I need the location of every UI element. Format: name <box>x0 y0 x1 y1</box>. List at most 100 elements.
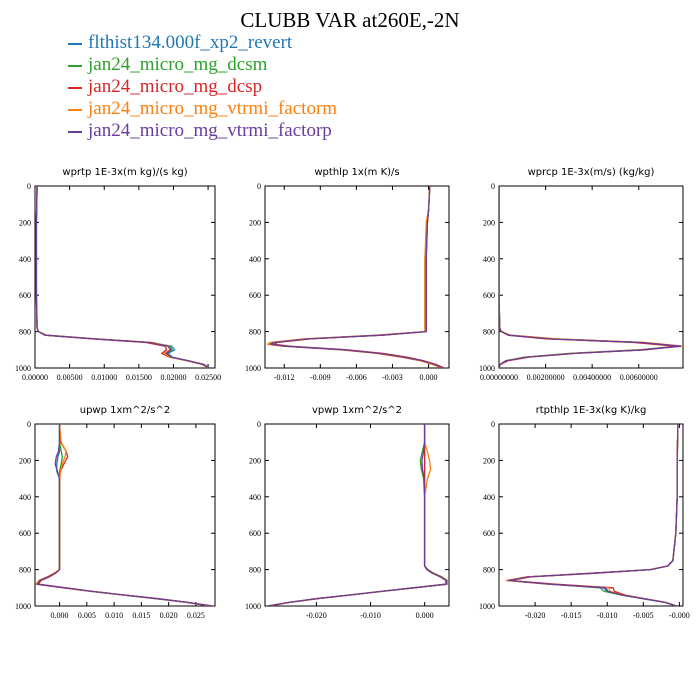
y-tick-label: 800 <box>249 566 261 575</box>
y-tick-label: 600 <box>19 291 31 300</box>
x-tick-label: -0.020 <box>525 611 546 620</box>
x-tick-label: 0.000 <box>420 373 438 382</box>
series-line <box>509 424 679 606</box>
series-line <box>35 424 211 606</box>
x-tick-label: 0.01000 <box>91 373 117 382</box>
x-tick-label: -0.000 <box>669 611 690 620</box>
y-tick-label: 800 <box>483 566 495 575</box>
x-tick-label: 0.000 <box>51 611 69 620</box>
x-tick-label: 0.025 <box>187 611 205 620</box>
panel-title: wprcp 1E-3x(m/s) (kg/kg) <box>528 167 655 178</box>
x-tick-label: 0.00400000 <box>573 373 611 382</box>
y-tick-label: 1000 <box>15 364 31 373</box>
series-line <box>273 186 445 368</box>
legend-line-swatch <box>68 130 82 133</box>
series-line <box>35 424 212 606</box>
series-line <box>268 424 449 606</box>
y-tick-label: 600 <box>483 291 495 300</box>
chart-panel: wprcp 1E-3x(m/s) (kg/kg) 0 200 400 600 800 100… <box>479 167 684 382</box>
series-line <box>35 186 210 368</box>
legend-line-swatch <box>68 42 82 45</box>
x-tick-label: 0.010 <box>105 611 123 620</box>
panel-title: vpwp 1xm^2/s^2 <box>312 405 402 416</box>
x-tick-label: -0.010 <box>360 611 381 620</box>
x-tick-label: -0.009 <box>310 373 331 382</box>
x-tick-label: 0.00000 <box>22 373 48 382</box>
y-tick-label: 800 <box>19 328 31 337</box>
series-line <box>270 186 444 368</box>
x-tick-label: 0.01500 <box>126 373 152 382</box>
y-tick-label: 600 <box>19 529 31 538</box>
x-tick-label: 0.02000 <box>160 373 186 382</box>
legend: flthist134.000f_xp2_revert jan24_micro_m… <box>68 32 337 142</box>
series-line <box>267 424 447 606</box>
legend-label: jan24_micro_mg_vtrmi_factorp <box>88 120 332 141</box>
y-tick-label: 200 <box>249 218 261 227</box>
y-tick-label: 400 <box>249 255 261 264</box>
y-tick-label: 200 <box>249 456 261 465</box>
y-tick-label: 800 <box>483 328 495 337</box>
legend-item: jan24_micro_mg_vtrmi_factorm <box>68 98 337 120</box>
x-tick-label: 0.005 <box>78 611 96 620</box>
x-tick-label: 0.00000000 <box>480 373 518 382</box>
legend-item: jan24_micro_mg_dcsp <box>68 76 337 98</box>
legend-line-swatch <box>68 64 82 67</box>
y-tick-label: 200 <box>19 218 31 227</box>
y-tick-label: 400 <box>483 493 495 502</box>
x-tick-label: -0.003 <box>382 373 403 382</box>
x-tick-label: 0.00600000 <box>620 373 658 382</box>
plot-frame <box>34 185 216 369</box>
y-tick-label: 600 <box>483 529 495 538</box>
y-tick-label: 0 <box>491 182 495 191</box>
series-line <box>268 424 449 606</box>
panel-title: rtpthlp 1E-3x(kg K)/kg <box>536 405 647 416</box>
y-tick-label: 1000 <box>245 602 261 611</box>
chart-panel: vpwp 1xm^2/s^2 0 200 400 600 800 1000 -0.020 -0.… <box>245 405 450 620</box>
y-tick-label: 400 <box>19 255 31 264</box>
y-tick-label: 1000 <box>479 602 495 611</box>
page-title: CLUBB VAR at260E,-2N <box>240 8 460 32</box>
y-tick-label: 1000 <box>479 364 495 373</box>
plot-frame <box>34 423 216 607</box>
x-tick-label: -0.012 <box>274 373 295 382</box>
y-tick-label: 400 <box>483 255 495 264</box>
x-tick-label: 0.02500 <box>195 373 221 382</box>
y-tick-label: 1000 <box>245 364 261 373</box>
legend-item: flthist134.000f_xp2_revert <box>68 32 337 54</box>
series-line <box>267 424 447 606</box>
y-tick-label: 200 <box>483 456 495 465</box>
legend-label: jan24_micro_mg_dcsp <box>88 76 263 97</box>
y-tick-label: 0 <box>491 420 495 429</box>
panel-title: wpthlp 1x(m K)/s <box>314 167 399 178</box>
x-tick-label: -0.006 <box>346 373 367 382</box>
series-line <box>507 424 679 606</box>
legend-item: jan24_micro_mg_vtrmi_factorp <box>68 120 337 142</box>
plot-frame <box>264 423 450 607</box>
y-tick-label: 600 <box>249 291 261 300</box>
y-tick-label: 200 <box>19 456 31 465</box>
series-line <box>505 424 679 606</box>
legend-label: flthist134.000f_xp2_revert <box>88 32 293 53</box>
y-tick-label: 800 <box>19 566 31 575</box>
y-tick-label: 200 <box>483 218 495 227</box>
y-tick-label: 400 <box>19 493 31 502</box>
x-tick-label: 0.00500 <box>57 373 83 382</box>
legend-line-swatch <box>68 108 82 111</box>
legend-line-swatch <box>68 86 82 89</box>
chart-panel: upwp 1xm^2/s^2 0 200 400 600 800 1000 0.000 0.00… <box>15 405 216 620</box>
x-tick-label: -0.015 <box>561 611 582 620</box>
x-tick-label: 0.020 <box>160 611 178 620</box>
series-line <box>37 424 213 606</box>
y-tick-label: 0 <box>27 420 31 429</box>
x-tick-label: -0.010 <box>597 611 618 620</box>
x-tick-label: 0.015 <box>132 611 150 620</box>
chart-panel: wpthlp 1x(m K)/s 0 200 400 600 800 1000 -0.012 -… <box>245 167 450 382</box>
x-tick-label: -0.005 <box>633 611 654 620</box>
y-tick-label: 1000 <box>15 602 31 611</box>
series-line <box>37 424 213 606</box>
chart-panel: rtpthlp 1E-3x(kg K)/kg 0 200 400 600 800 1000 -… <box>479 405 690 620</box>
y-tick-label: 0 <box>257 420 261 429</box>
plot-frame <box>498 423 684 607</box>
series-line <box>36 424 212 606</box>
legend-label: jan24_micro_mg_vtrmi_factorm <box>88 98 338 119</box>
